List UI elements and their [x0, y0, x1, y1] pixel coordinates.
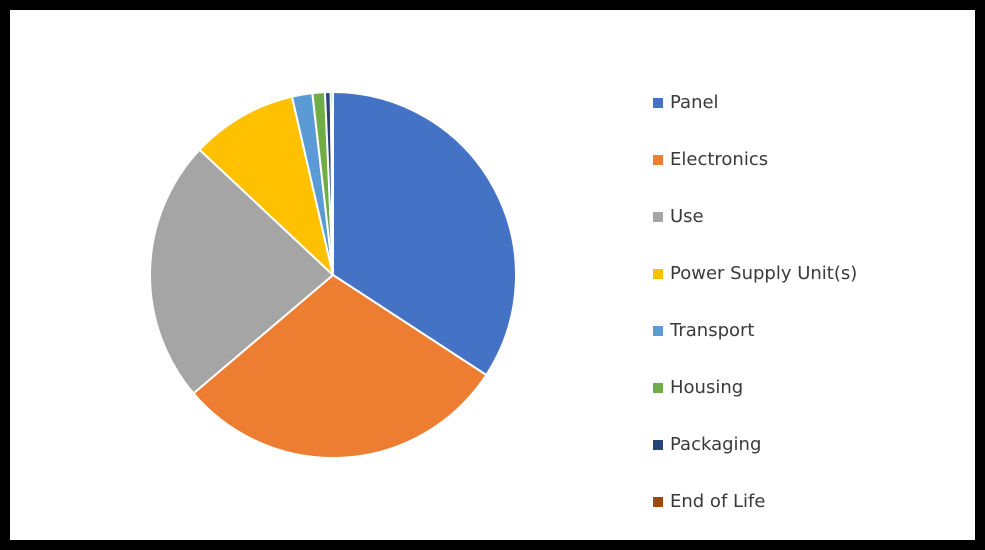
legend-swatch-icon — [653, 211, 663, 222]
legend-item-panel: Panel — [653, 74, 857, 131]
legend-label: Packaging — [670, 434, 762, 455]
legend-item-use: Use — [653, 188, 857, 245]
legend-label: Use — [670, 206, 704, 227]
chart-legend: Panel Electronics Use Power Supply Unit(s) T… — [653, 74, 857, 530]
legend-swatch-icon — [653, 325, 663, 336]
legend-label: End of Life — [670, 491, 766, 512]
legend-swatch-icon — [653, 496, 663, 507]
legend-label: Housing — [670, 377, 744, 398]
pie-slice-use — [149, 148, 334, 395]
legend-item-packaging: Packaging — [653, 416, 857, 473]
legend-swatch-icon — [653, 382, 663, 393]
legend-label: Power Supply Unit(s) — [670, 263, 858, 284]
legend-item-power-supply-unit-s: Power Supply Unit(s) — [653, 245, 857, 302]
legend-item-housing: Housing — [653, 359, 857, 416]
legend-label: Electronics — [670, 149, 769, 170]
legend-item-transport: Transport — [653, 302, 857, 359]
pie-slice-end-of-life — [329, 90, 334, 276]
legend-label: Panel — [670, 92, 719, 113]
legend-swatch-icon — [653, 439, 663, 450]
legend-label: Transport — [670, 320, 755, 341]
legend-swatch-icon — [653, 268, 663, 279]
pie-slice-power-supply-unit-s — [198, 95, 334, 276]
legend-item-electronics: Electronics — [653, 131, 857, 188]
pie-slice-electronics — [192, 274, 488, 459]
legend-swatch-icon — [653, 154, 663, 165]
legend-item-end-of-life: End of Life — [653, 473, 857, 530]
legend-swatch-icon — [653, 97, 663, 108]
